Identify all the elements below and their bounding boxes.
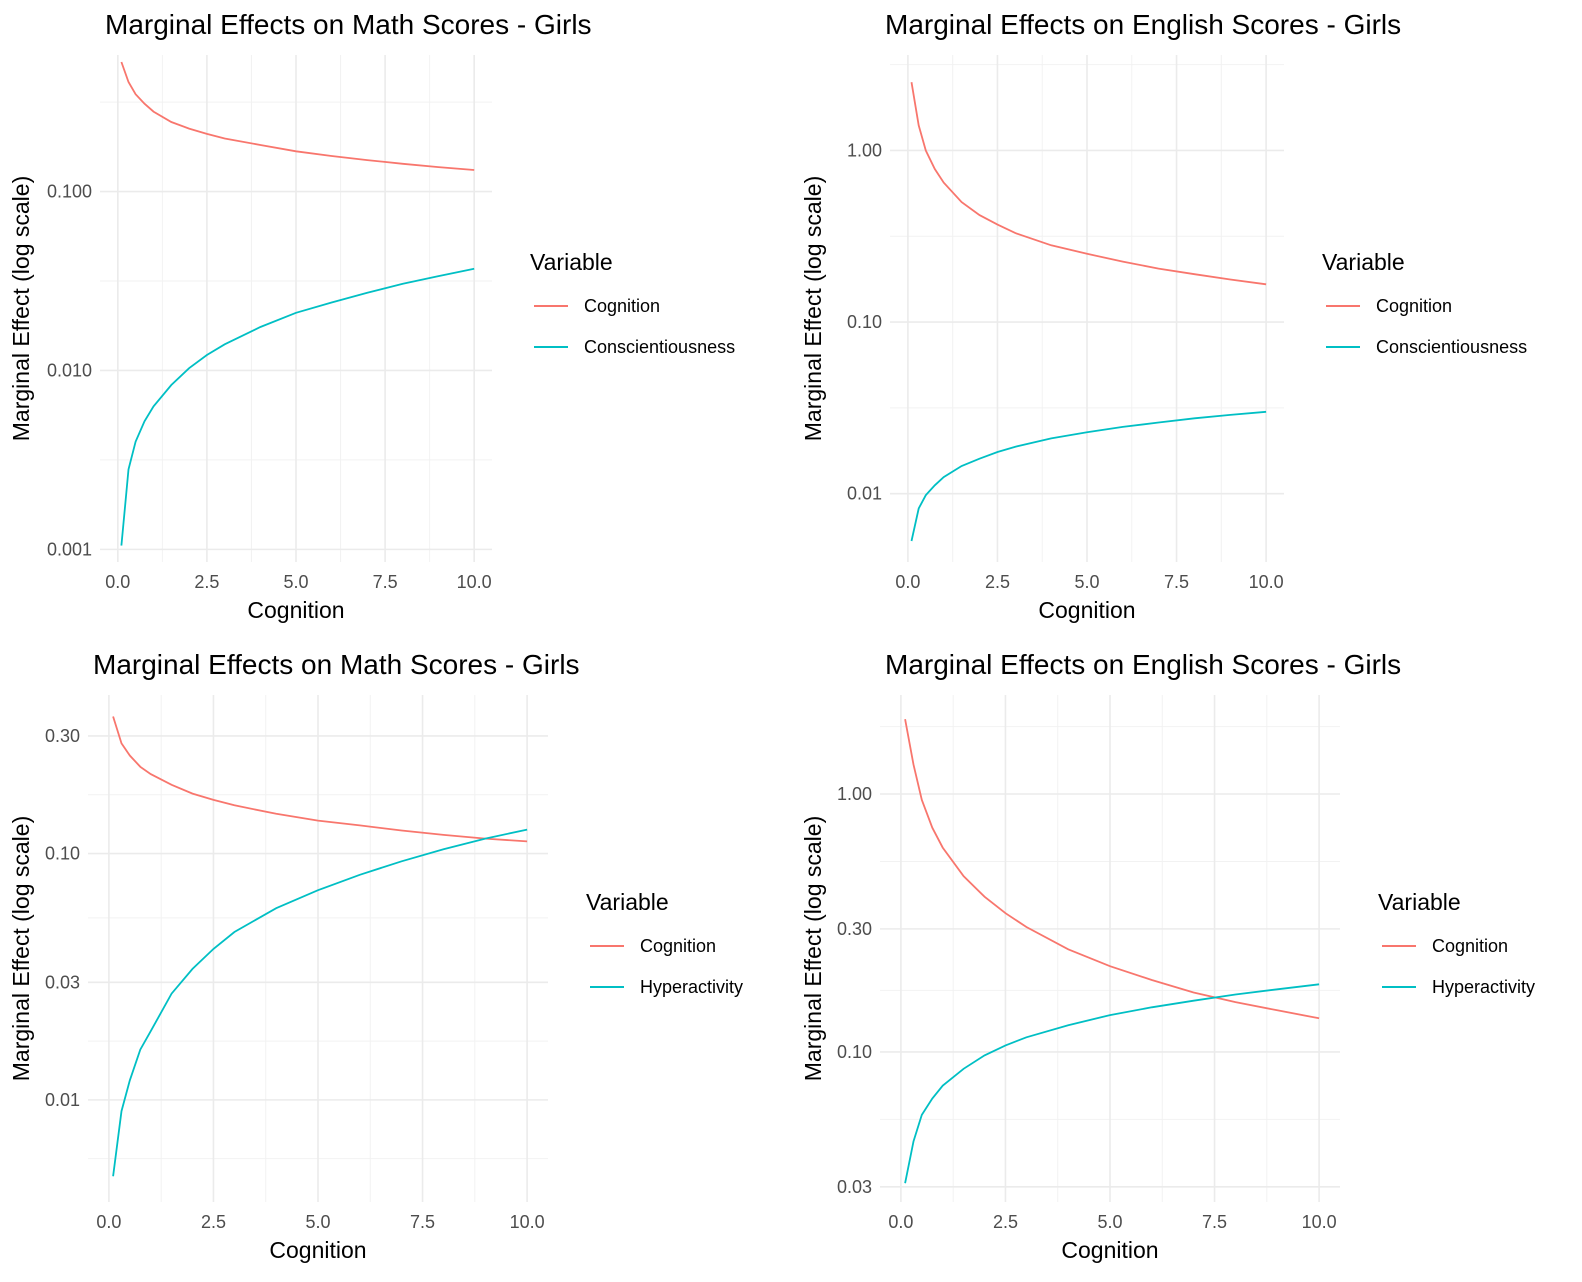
- legend-title: Variable: [530, 249, 613, 275]
- legend-title: Variable: [1378, 889, 1461, 915]
- chart-title: Marginal Effects on English Scores - Gir…: [885, 649, 1401, 680]
- x-tick-label: 2.5: [201, 1212, 226, 1232]
- legend-title: Variable: [586, 889, 669, 915]
- y-tick-label: 0.01: [847, 484, 882, 504]
- y-axis-label: Marginal Effect (log scale): [800, 176, 826, 441]
- x-tick-label: 7.5: [373, 572, 398, 592]
- series-line-cognition: [120, 61, 475, 171]
- chart-title: Marginal Effects on Math Scores - Girls: [93, 649, 580, 680]
- series-line-cognition: [112, 716, 528, 843]
- chart-title: Marginal Effects on English Scores - Gir…: [885, 9, 1401, 40]
- x-tick-label: 10.0: [457, 572, 492, 592]
- x-axis-label: Cognition: [247, 597, 344, 623]
- y-tick-label: 0.03: [45, 972, 80, 992]
- chart-panel-top-right: 0.0 2.5 5.0 7.5 10.0 0.01 0.10 1.00 Marginal Eff…: [792, 0, 1582, 640]
- legend-label-conscientiousness: Conscientiousness: [1376, 337, 1527, 357]
- legend-label-conscientiousness: Conscientiousness: [584, 337, 735, 357]
- y-axis-label: Marginal Effect (log scale): [8, 176, 34, 441]
- x-tick-label: 10.0: [510, 1212, 545, 1232]
- y-tick-label: 0.10: [837, 1042, 872, 1062]
- series-line-hyperactivity: [112, 828, 528, 1177]
- x-tick-label: 5.0: [1097, 1212, 1122, 1232]
- chart-title: Marginal Effects on Math Scores - Girls: [105, 9, 592, 40]
- y-tick-label: 1.00: [837, 784, 872, 804]
- x-tick-label: 2.5: [194, 572, 219, 592]
- x-tick-label: 7.5: [1164, 572, 1189, 592]
- series-line-cognition: [910, 82, 1267, 286]
- y-tick-label: 1.00: [847, 140, 882, 160]
- x-tick-label: 5.0: [1074, 572, 1099, 592]
- x-tick-label: 0.0: [96, 1212, 121, 1232]
- x-tick-label: 2.5: [985, 572, 1010, 592]
- x-axis-label: Cognition: [1061, 1237, 1158, 1263]
- y-axis-label: Marginal Effect (log scale): [800, 816, 826, 1081]
- y-tick-label: 0.30: [45, 726, 80, 746]
- x-tick-label: 10.0: [1249, 572, 1284, 592]
- y-tick-label: 0.10: [45, 844, 80, 864]
- y-tick-label: 0.03: [837, 1177, 872, 1197]
- legend-label-cognition: Cognition: [1432, 936, 1508, 956]
- x-axis-label: Cognition: [269, 1237, 366, 1263]
- chart-panel-bottom-left: 0.0 2.5 5.0 7.5 10.0 0.01 0.03 0.10 0.30 Marginal…: [0, 640, 790, 1282]
- x-tick-label: 0.0: [105, 572, 130, 592]
- legend-label-hyperactivity: Hyperactivity: [640, 977, 743, 997]
- x-tick-label: 5.0: [305, 1212, 330, 1232]
- chart-svg: 0.0 2.5 5.0 7.5 10.0 0.03 0.10 0.30 1.00 Marginal…: [800, 649, 1535, 1263]
- y-tick-label: 0.001: [47, 539, 92, 559]
- legend-title: Variable: [1322, 249, 1405, 275]
- legend-label-cognition: Cognition: [584, 296, 660, 316]
- x-axis-label: Cognition: [1038, 597, 1135, 623]
- chart-panel-bottom-right: 0.0 2.5 5.0 7.5 10.0 0.03 0.10 0.30 1.00 Marginal…: [792, 640, 1582, 1282]
- y-tick-label: 0.010: [47, 360, 92, 380]
- x-tick-label: 5.0: [283, 572, 308, 592]
- legend-label-hyperactivity: Hyperactivity: [1432, 977, 1535, 997]
- x-tick-label: 0.0: [895, 572, 920, 592]
- x-tick-label: 7.5: [410, 1212, 435, 1232]
- series-line-conscientiousness: [910, 410, 1267, 542]
- series-line-hyperactivity: [904, 983, 1320, 1184]
- chart-panel-top-left: 0.0 2.5 5.0 7.5 10.0 0.001 0.010 0.100 Marginal …: [0, 0, 790, 640]
- series-line-conscientiousness: [120, 267, 475, 546]
- legend-label-cognition: Cognition: [640, 936, 716, 956]
- y-tick-label: 0.01: [45, 1090, 80, 1110]
- y-tick-label: 0.10: [847, 312, 882, 332]
- chart-svg: 0.0 2.5 5.0 7.5 10.0 0.01 0.10 1.00 Marginal Eff…: [800, 9, 1527, 623]
- chart-svg: 0.0 2.5 5.0 7.5 10.0 0.01 0.03 0.10 0.30 Marginal…: [8, 649, 743, 1263]
- chart-svg: 0.0 2.5 5.0 7.5 10.0 0.001 0.010 0.100 Marginal …: [8, 9, 735, 623]
- x-tick-label: 2.5: [993, 1212, 1018, 1232]
- series-line-cognition: [904, 719, 1320, 1020]
- y-tick-label: 0.30: [837, 919, 872, 939]
- y-axis-label: Marginal Effect (log scale): [8, 816, 34, 1081]
- legend-label-cognition: Cognition: [1376, 296, 1452, 316]
- x-tick-label: 10.0: [1302, 1212, 1337, 1232]
- y-tick-label: 0.100: [47, 182, 92, 202]
- x-tick-label: 0.0: [888, 1212, 913, 1232]
- x-tick-label: 7.5: [1202, 1212, 1227, 1232]
